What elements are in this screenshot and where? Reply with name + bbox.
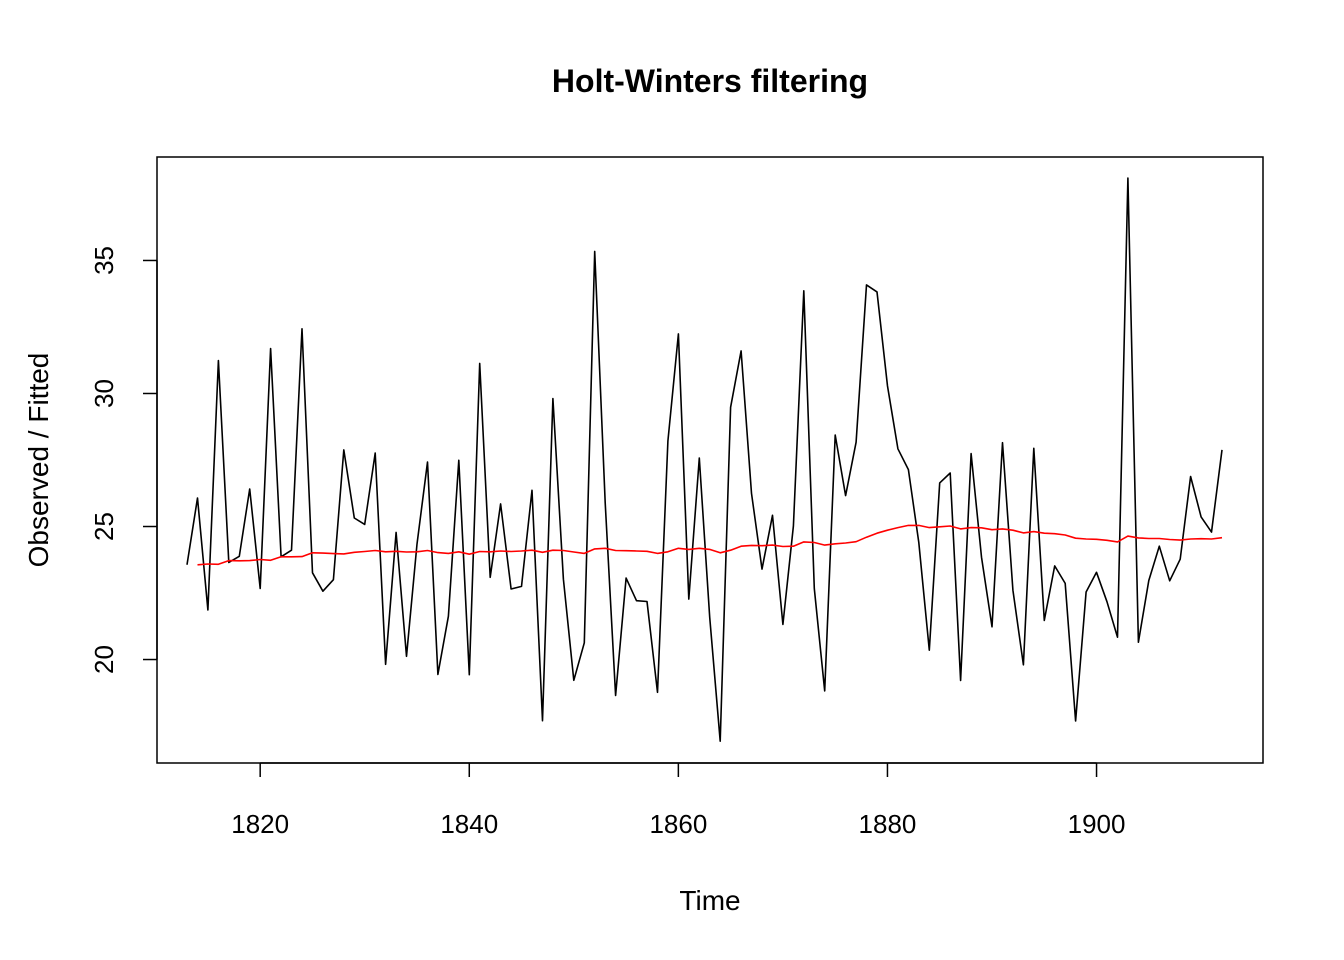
observed-line <box>186 177 1223 743</box>
y-tick-label: 30 <box>89 379 119 408</box>
y-axis: 20 25 30 35 <box>89 246 158 674</box>
y-axis-label: Observed / Fitted <box>23 353 54 568</box>
y-tick-label: 20 <box>89 645 119 674</box>
y-tick-label: 35 <box>89 246 119 275</box>
chart-title: Holt-Winters filtering <box>552 63 868 99</box>
plot-frame <box>156 156 1264 764</box>
x-tick-label: 1860 <box>649 809 707 839</box>
x-tick-label: 1840 <box>440 809 498 839</box>
x-tick-label: 1820 <box>231 809 289 839</box>
fitted-line <box>197 524 1223 566</box>
x-tick-label: 1900 <box>1068 809 1126 839</box>
x-axis-label: Time <box>679 885 740 916</box>
x-axis: 1820 1840 1860 1880 1900 <box>231 762 1126 839</box>
x-tick-label: 1880 <box>859 809 917 839</box>
series-layer <box>186 177 1223 743</box>
y-tick-label: 25 <box>89 512 119 541</box>
